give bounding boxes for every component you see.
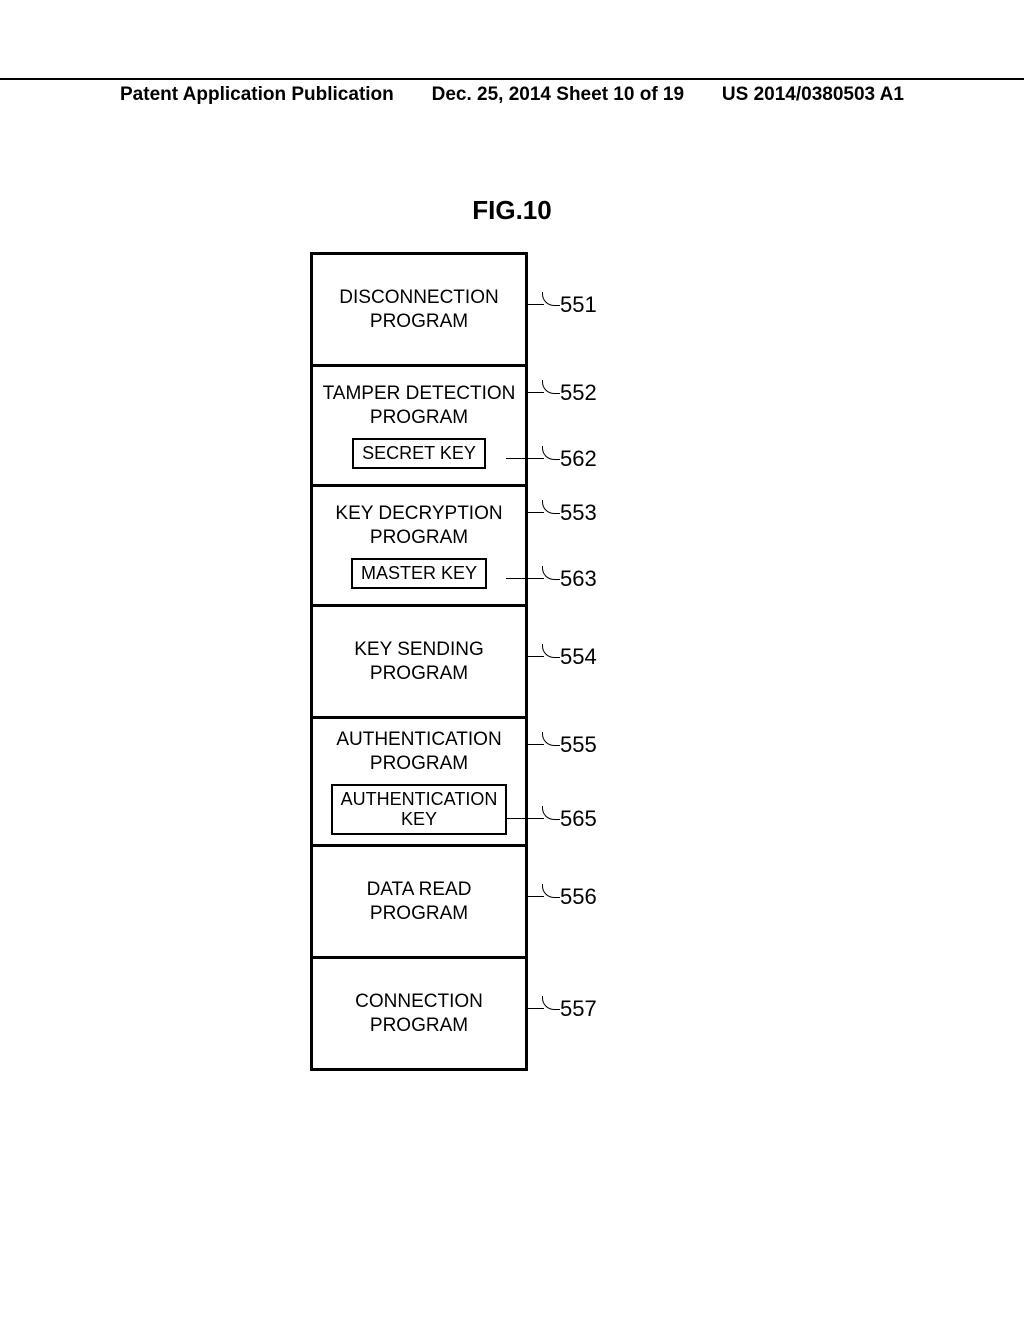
program-block: KEY SENDINGPROGRAM (313, 607, 525, 719)
leader-line (506, 458, 544, 459)
reference-number: 562 (560, 446, 597, 472)
reference-number: 557 (560, 996, 597, 1022)
block-label: KEY SENDINGPROGRAM (354, 638, 484, 686)
leader-line (528, 512, 544, 513)
program-block: DATA READPROGRAM (313, 847, 525, 959)
program-block: TAMPER DETECTIONPROGRAM SECRET KEY (313, 367, 525, 487)
program-block: KEY DECRYPTIONPROGRAM MASTER KEY (313, 487, 525, 607)
block-label: DATA READPROGRAM (367, 878, 472, 926)
leader-curve (542, 996, 560, 1010)
header-row: Patent Application Publication Dec. 25, … (0, 84, 1024, 106)
leader-curve (542, 500, 560, 514)
page-header: Patent Application Publication Dec. 25, … (0, 78, 1024, 106)
key-box: AUTHENTICATIONKEY (331, 784, 508, 835)
program-block: AUTHENTICATIONPROGRAM AUTHENTICATIONKEY (313, 719, 525, 847)
block-label: KEY DECRYPTIONPROGRAM (335, 502, 502, 550)
reference-number: 552 (560, 380, 597, 406)
leader-curve (542, 644, 560, 658)
reference-number: 563 (560, 566, 597, 592)
leader-curve (542, 806, 560, 820)
leader-curve (542, 292, 560, 306)
leader-line (506, 578, 544, 579)
block-label: TAMPER DETECTIONPROGRAM (323, 382, 516, 430)
reference-number: 554 (560, 644, 597, 670)
header-center: Dec. 25, 2014 Sheet 10 of 19 (432, 84, 684, 106)
reference-number: 551 (560, 292, 597, 318)
leader-line (528, 1008, 544, 1009)
reference-number: 553 (560, 500, 597, 526)
block-label: CONNECTIONPROGRAM (355, 990, 483, 1038)
reference-number: 556 (560, 884, 597, 910)
key-box: MASTER KEY (351, 558, 487, 589)
leader-line (506, 818, 544, 819)
leader-curve (542, 732, 560, 746)
leader-curve (542, 884, 560, 898)
block-label: DISCONNECTIONPROGRAM (339, 286, 498, 334)
program-stack: DISCONNECTIONPROGRAM TAMPER DETECTIONPROG… (310, 252, 528, 1071)
program-block: DISCONNECTIONPROGRAM (313, 255, 525, 367)
leader-line (528, 392, 544, 393)
leader-curve (542, 446, 560, 460)
leader-curve (542, 566, 560, 580)
figure-title: FIG.10 (472, 195, 551, 226)
header-left: Patent Application Publication (120, 84, 394, 106)
leader-curve (542, 380, 560, 394)
reference-number: 565 (560, 806, 597, 832)
block-label: AUTHENTICATIONPROGRAM (336, 728, 501, 776)
key-box: SECRET KEY (352, 438, 486, 469)
program-block: CONNECTIONPROGRAM (313, 959, 525, 1071)
leader-line (528, 656, 544, 657)
reference-number: 555 (560, 732, 597, 758)
header-right: US 2014/0380503 A1 (722, 84, 904, 106)
leader-line (528, 896, 544, 897)
leader-line (528, 304, 544, 305)
leader-line (528, 744, 544, 745)
